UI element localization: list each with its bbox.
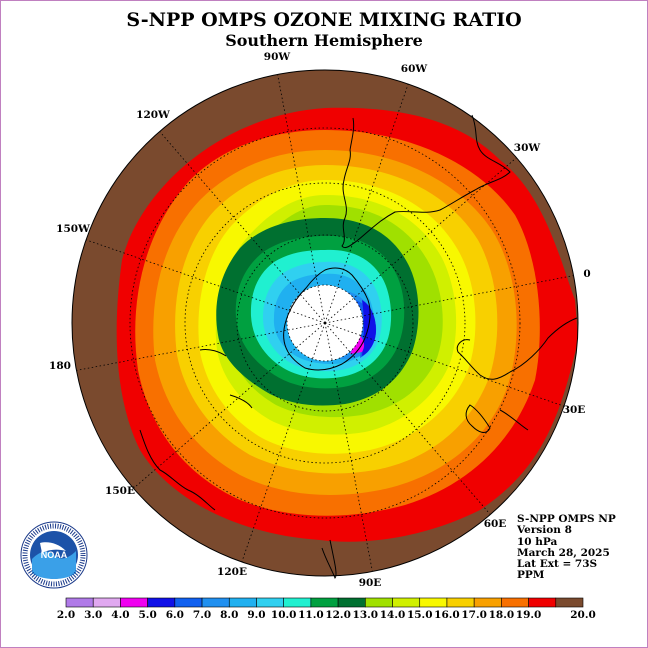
noaa-logo-ring	[22, 523, 86, 587]
colorbar-swatch	[419, 597, 448, 608]
map-boundary	[71, 69, 579, 577]
band-magenta	[350, 334, 365, 354]
colorbar-tick-label: 7.0	[193, 609, 211, 621]
noaa-logo: NOAA	[20, 521, 88, 589]
longitude-label: 150W	[56, 223, 90, 235]
colorbar-swatch	[337, 597, 366, 608]
info-line-4: March 28, 2025	[517, 546, 610, 559]
colorbar-tick-label: 12.0	[325, 609, 351, 621]
noaa-logo-text: NOAA	[41, 550, 68, 560]
colorbar-swatch	[92, 597, 121, 608]
colorbar-tick-label: 16.0	[434, 609, 460, 621]
colorbar-tick-label: 14.0	[380, 609, 406, 621]
longitude-label: 30E	[563, 404, 586, 416]
lat-circle-70	[236, 234, 414, 412]
colorbar-tick-label: 15.0	[407, 609, 433, 621]
colorbar-tick-label: 2.0	[57, 609, 75, 621]
colorbar-tick-label: 11.0	[298, 609, 324, 621]
graticule	[129, 127, 521, 519]
longitude-label: 180	[49, 360, 71, 372]
colorbar-swatch	[555, 597, 584, 608]
colorbar-swatch	[65, 597, 94, 608]
colorbar-tick-label: 20.0	[570, 609, 596, 621]
colorbar-swatch	[528, 597, 557, 608]
colorbar-tick-label: 13.0	[353, 609, 379, 621]
colorbar-tick-label: 5.0	[138, 609, 156, 621]
map-subtitle: Southern Hemisphere	[225, 31, 423, 50]
colorbar-tick-label: 9.0	[247, 609, 265, 621]
ozone-field	[72, 70, 578, 576]
longitude-labels: 90W 60W 30W 0 30E 60E 90E 120E 150E 180 150W 120W	[49, 51, 591, 589]
colorbar-swatch	[120, 597, 148, 608]
colorbar-tick-label: 10.0	[271, 609, 297, 621]
lat-circle-80	[286, 284, 364, 362]
colorbar-swatch	[174, 597, 203, 608]
longitude-label: 60W	[401, 63, 428, 75]
colorbar-swatch	[446, 597, 475, 608]
colorbar-swatch	[256, 597, 284, 608]
info-block: S-NPP OMPS NP Version 8 10 hPa March 28,…	[517, 513, 616, 582]
colorbar-tick-label: 6.0	[166, 609, 184, 621]
longitude-label: 60E	[484, 518, 507, 530]
longitude-label: 90E	[359, 577, 382, 589]
colorbar-tick-label: 19.0	[516, 609, 542, 621]
colorbar-swatch	[228, 597, 257, 608]
lat-circle-50	[129, 127, 521, 519]
info-line-5: Lat Ext = 73S	[517, 558, 598, 571]
info-line-2: Version 8	[517, 524, 572, 537]
colorbar-tick-label: 18.0	[489, 609, 515, 621]
colorbar-swatch	[473, 597, 502, 608]
colorbar-swatch	[392, 597, 421, 608]
info-line-3: 10 hPa	[517, 535, 558, 548]
colorbar-tick-label: 3.0	[84, 609, 102, 621]
longitude-label: 120W	[136, 109, 170, 121]
colorbar-tick-label: 8.0	[220, 609, 238, 621]
colorbar-swatch	[501, 597, 529, 608]
colorbar-tick-label: 17.0	[461, 609, 487, 621]
coastlines	[139, 114, 578, 579]
longitude-label: 0	[583, 268, 590, 280]
map-title: S-NPP OMPS OZONE MIXING RATIO	[126, 9, 522, 31]
colorbar-swatch	[283, 597, 312, 608]
longitude-label: 30W	[514, 142, 541, 154]
colorbar-tick-label: 4.0	[111, 609, 129, 621]
longitude-label: 150E	[105, 485, 135, 497]
lat-circle-60	[184, 182, 466, 464]
longitude-label: 90W	[264, 51, 291, 63]
colorbar-swatch	[201, 597, 230, 608]
info-line-1: S-NPP OMPS NP	[517, 513, 616, 525]
colorbar-swatch	[147, 597, 176, 608]
info-line-6: PPM	[517, 569, 545, 582]
longitude-label: 120E	[217, 566, 247, 578]
colorbar-swatch	[365, 597, 393, 608]
colorbar: 2.0 3.0 4.0 5.0 6.0 7.0 8.0 9.0 10.0 11.0 12.0 13.0…	[57, 597, 596, 621]
colorbar-swatch	[310, 597, 339, 608]
